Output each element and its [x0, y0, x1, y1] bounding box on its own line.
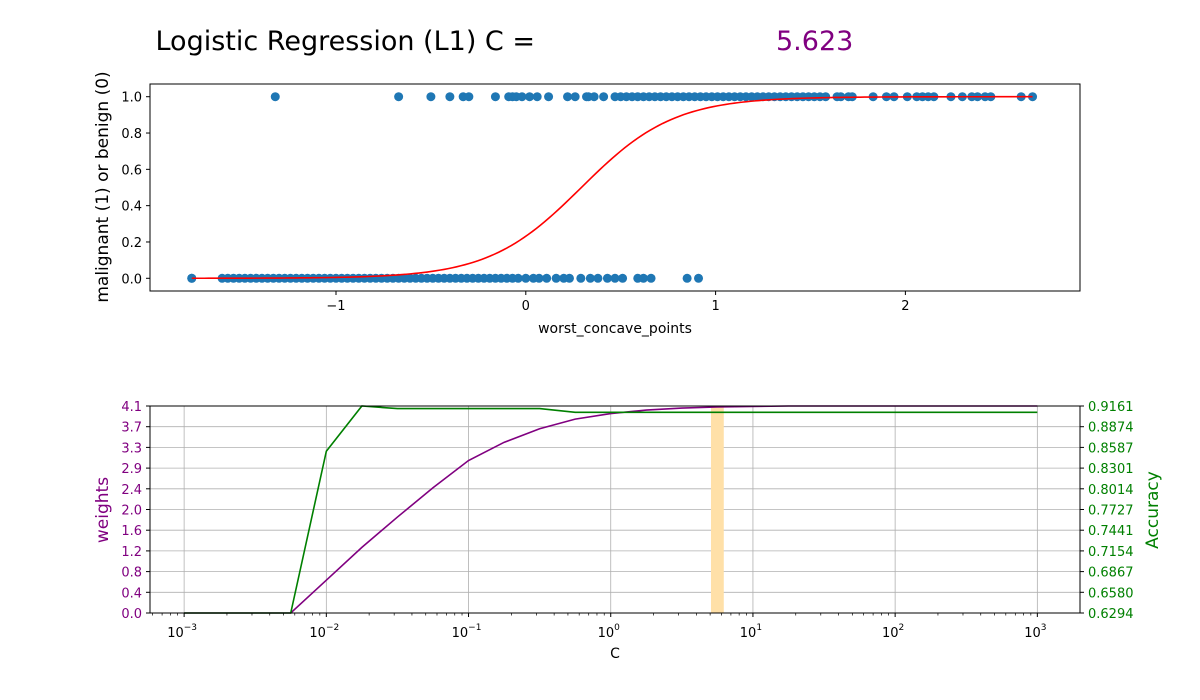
scatter-point-malignant [1028, 92, 1038, 102]
y-tick-label: 0.4 [121, 200, 142, 215]
y-tick-label: 1.0 [121, 91, 142, 106]
scatter-point-benign [513, 273, 523, 283]
scatter-point-malignant [544, 92, 554, 102]
scatter-point-benign [187, 273, 197, 283]
c-tick-label: 10−3 [167, 623, 197, 641]
scatter-point-benign [646, 273, 656, 283]
scatter-point-malignant [394, 92, 404, 102]
weights-tick-label: 0.8 [121, 566, 142, 581]
scatter-point-malignant [821, 92, 831, 102]
accuracy-tick-label: 0.8874 [1088, 421, 1134, 436]
accuracy-tick-label: 0.8587 [1088, 441, 1134, 456]
c-tick-label: 100 [598, 623, 621, 641]
x-tick-label: 2 [901, 299, 909, 314]
scatter-point-benign [542, 273, 552, 283]
logistic-curve [191, 95, 1033, 280]
scatter-point-benign [610, 273, 620, 283]
scatter-point-malignant [599, 92, 609, 102]
accuracy-line [184, 405, 1038, 614]
scatter-point-malignant [589, 92, 599, 102]
selected-c-highlight [710, 406, 724, 613]
x-tick-label: 1 [711, 299, 719, 314]
scatter-point-malignant [525, 92, 535, 102]
scatter-point-benign [682, 273, 692, 283]
scatter-point-benign [694, 273, 704, 283]
y-axis-label: malignant (1) or benign (0) [93, 71, 113, 302]
scatter-point-malignant [464, 92, 474, 102]
weights-tick-label: 3.3 [121, 441, 142, 456]
scatter-point-malignant [490, 92, 500, 102]
scatter-point-malignant [517, 92, 527, 102]
scatter-point-benign [521, 273, 531, 283]
accuracy-tick-label: 0.7727 [1088, 504, 1134, 519]
weights-tick-label: 2.0 [121, 504, 142, 519]
weights-tick-label: 3.7 [121, 421, 142, 436]
scatter-plot-frame [149, 83, 1081, 292]
c-tick-label: 10−2 [309, 623, 339, 641]
y-tick-label: 0.6 [121, 163, 142, 178]
c-tick-label: 10−1 [452, 623, 482, 641]
regularization-path-plot: 10−3 10−2 10−1 100 101 102 103 0.0 0.6294 0.4 0.65… [93, 400, 1163, 662]
x-tick-label: 0 [522, 299, 530, 314]
scatter-point-benign [534, 273, 544, 283]
accuracy-axis-label: Accuracy [1143, 471, 1163, 549]
accuracy-tick-label: 0.6294 [1088, 607, 1134, 622]
scatter-point-benign [564, 273, 574, 283]
weights-tick-label: 2.9 [121, 462, 142, 477]
scatter-point-malignant [445, 92, 455, 102]
chart-title: Logistic Regression (L1) C = [155, 26, 535, 57]
x-tick-label: −1 [326, 299, 345, 314]
scatter-point-benign [576, 273, 586, 283]
scatter-point-benign [602, 273, 612, 283]
scatter-plot: −1 0 1 2 0.0 0.2 0.4 0.6 0.8 1.0 worst_concave_po… [93, 71, 1081, 337]
scatter-point-malignant [532, 92, 542, 102]
c-tick-label: 101 [740, 623, 762, 641]
accuracy-tick-label: 0.8014 [1088, 483, 1134, 498]
scatter-point-malignant [270, 92, 280, 102]
accuracy-tick-label: 0.6867 [1088, 566, 1134, 581]
c-tick-label: 102 [882, 623, 904, 641]
accuracy-tick-label: 0.8301 [1088, 462, 1134, 477]
accuracy-tick-label: 0.7154 [1088, 545, 1134, 560]
weights-axis-label: weights [93, 477, 113, 543]
scatter-point-malignant [426, 92, 436, 102]
y-tick-label: 0.0 [121, 272, 142, 287]
scatter-point-benign [585, 273, 595, 283]
scatter-point-benign [618, 273, 628, 283]
c-axis-label: C [610, 646, 620, 662]
weights-tick-label: 0.4 [121, 586, 142, 601]
weights-tick-label: 1.2 [121, 545, 142, 560]
y-tick-label: 0.2 [121, 236, 142, 251]
scatter-point-malignant [563, 92, 573, 102]
x-axis-label: worst_concave_points [538, 321, 692, 337]
weights-tick-label: 2.4 [121, 483, 142, 498]
chart-title-value: 5.623 [776, 26, 853, 57]
weights-tick-label: 1.6 [121, 524, 142, 539]
accuracy-tick-label: 0.6580 [1088, 586, 1134, 601]
weights-tick-label: 0.0 [121, 607, 142, 622]
weights-tick-label: 4.1 [121, 400, 142, 415]
y-tick-label: 0.8 [121, 127, 142, 142]
accuracy-tick-label: 0.9161 [1088, 400, 1134, 415]
scatter-point-benign [638, 273, 648, 283]
scatter-point-malignant [570, 92, 580, 102]
scatter-point-benign [593, 273, 603, 283]
accuracy-tick-label: 0.7441 [1088, 524, 1134, 539]
scatter-point-benign [551, 273, 561, 283]
c-tick-label: 103 [1024, 623, 1046, 641]
